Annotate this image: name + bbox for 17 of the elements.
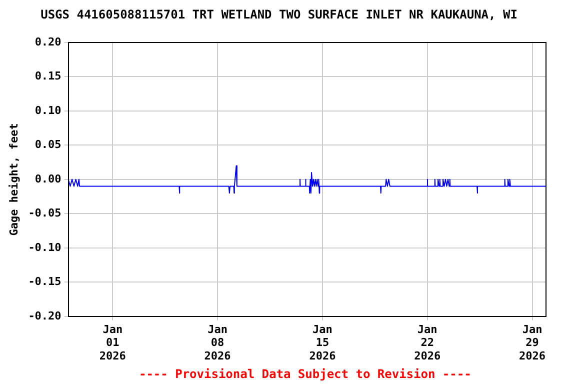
y-tick-label: 0.15 xyxy=(34,70,62,83)
x-tick-label: Jan 22 2026 xyxy=(414,322,441,362)
y-tick-label: 0.10 xyxy=(34,104,62,117)
x-tick-label: Jan 29 2026 xyxy=(519,322,546,362)
y-tick-label: -0.15 xyxy=(28,275,62,288)
y-tick-label: 0.00 xyxy=(34,172,62,186)
x-tick-label: Jan 01 2026 xyxy=(99,322,126,362)
y-tick-label: -0.10 xyxy=(28,240,62,254)
text: ---- Provisional Data Subject to Revision ---- xyxy=(138,367,472,382)
x-tick-label: Jan 08 2026 xyxy=(204,322,232,362)
y-tick-label: -0.20 xyxy=(28,309,62,322)
y-tick-label: -0.05 xyxy=(28,206,62,220)
chart-title: USGS 441605088115701 TRT WETLAND TWO SURFACE INLET NR KAUKAUNA, WI xyxy=(40,7,518,22)
x-tick-label: Jan 15 2026 xyxy=(309,322,336,362)
y-tick-label: 0.20 xyxy=(34,35,62,48)
y-tick-label: 0.05 xyxy=(34,138,62,152)
y-axis-title: Gage height, feet xyxy=(7,123,20,236)
